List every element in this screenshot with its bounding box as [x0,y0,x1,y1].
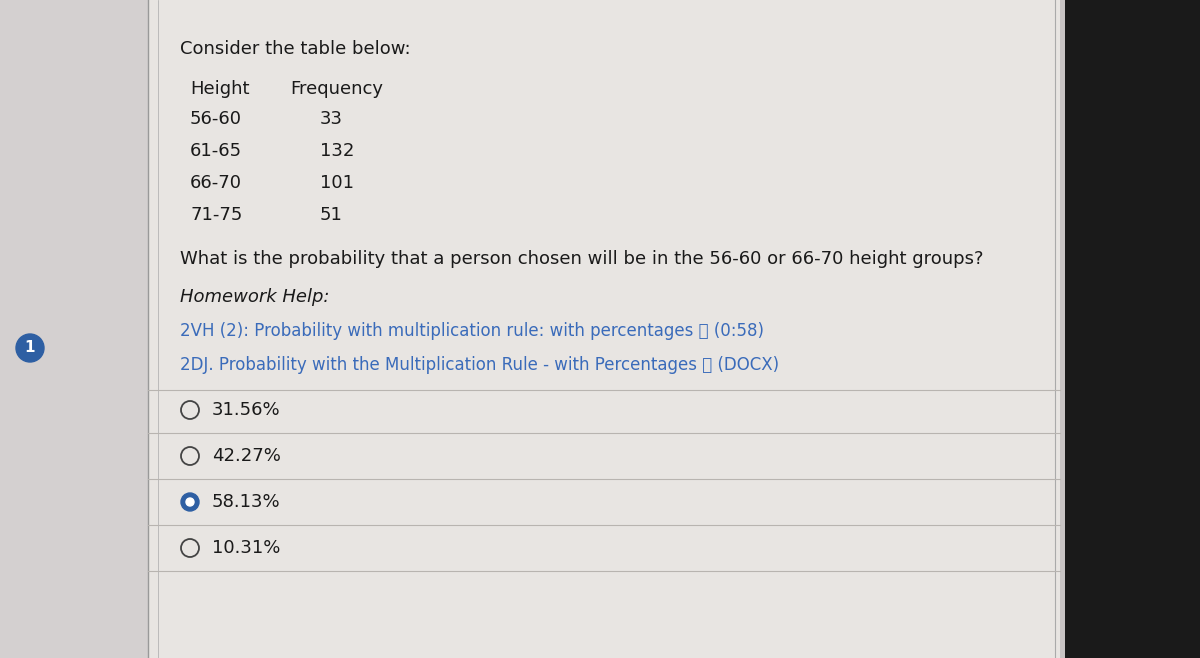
Text: 51: 51 [320,206,343,224]
Circle shape [186,498,194,506]
Text: 2VH (2): Probability with multiplication rule: with percentages ⧨ (0:58): 2VH (2): Probability with multiplication… [180,322,764,340]
Text: What is the probability that a person chosen will be in the 56-60 or 66-70 heigh: What is the probability that a person ch… [180,250,984,268]
Text: 10.31%: 10.31% [212,539,281,557]
Text: 101: 101 [320,174,354,192]
Circle shape [16,334,44,362]
FancyBboxPatch shape [0,0,148,658]
Text: 132: 132 [320,142,354,160]
Text: 61-65: 61-65 [190,142,242,160]
FancyBboxPatch shape [148,0,1060,658]
Text: 31.56%: 31.56% [212,401,281,419]
Text: 2DJ. Probability with the Multiplication Rule - with Percentages ⧨ (DOCX): 2DJ. Probability with the Multiplication… [180,356,779,374]
FancyBboxPatch shape [1066,0,1200,658]
Text: Height: Height [190,80,250,98]
Circle shape [181,493,199,511]
Text: 58.13%: 58.13% [212,493,281,511]
Text: 56-60: 56-60 [190,110,242,128]
Text: Homework Help:: Homework Help: [180,288,330,306]
Text: 42.27%: 42.27% [212,447,281,465]
Text: Consider the table below:: Consider the table below: [180,40,410,58]
Text: 66-70: 66-70 [190,174,242,192]
Text: 71-75: 71-75 [190,206,242,224]
Text: Frequency: Frequency [290,80,383,98]
Text: 1: 1 [25,340,35,355]
Text: 33: 33 [320,110,343,128]
